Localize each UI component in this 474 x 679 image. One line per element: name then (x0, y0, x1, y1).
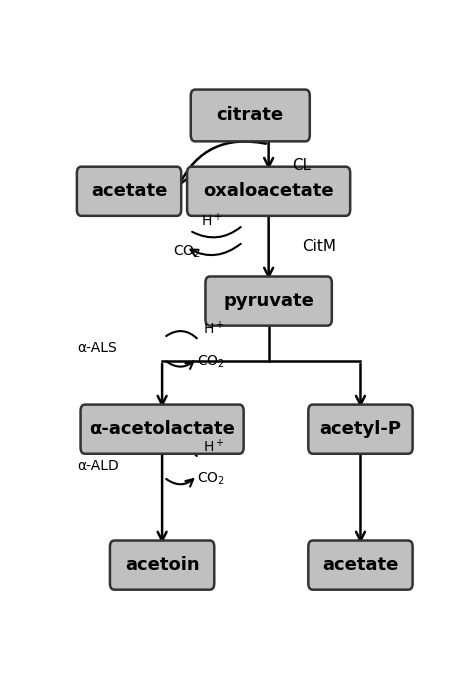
Text: citrate: citrate (217, 107, 284, 124)
Text: acetoin: acetoin (125, 556, 200, 574)
FancyArrowPatch shape (166, 449, 197, 456)
FancyBboxPatch shape (187, 167, 350, 216)
FancyArrowPatch shape (192, 227, 241, 238)
FancyBboxPatch shape (205, 276, 332, 326)
Text: α-ALD: α-ALD (78, 459, 119, 473)
Text: H$^+$: H$^+$ (202, 438, 224, 456)
Text: H$^+$: H$^+$ (202, 320, 224, 337)
Text: CL: CL (292, 158, 311, 172)
Text: α-acetolactate: α-acetolactate (89, 420, 235, 438)
FancyArrowPatch shape (191, 244, 241, 256)
FancyArrowPatch shape (166, 479, 193, 487)
Text: CO$_2$: CO$_2$ (197, 471, 225, 488)
Text: α-ALS: α-ALS (78, 341, 118, 355)
Text: H$^+$: H$^+$ (201, 212, 222, 229)
Text: oxaloacetate: oxaloacetate (203, 182, 334, 200)
Text: acetate: acetate (322, 556, 399, 574)
Text: acetyl-P: acetyl-P (319, 420, 401, 438)
Text: pyruvate: pyruvate (223, 292, 314, 310)
Text: acetate: acetate (91, 182, 167, 200)
FancyBboxPatch shape (308, 405, 413, 454)
FancyArrowPatch shape (166, 361, 193, 369)
FancyBboxPatch shape (191, 90, 310, 141)
FancyArrowPatch shape (166, 331, 197, 338)
FancyBboxPatch shape (110, 540, 214, 589)
Text: CO$_2$: CO$_2$ (173, 244, 201, 260)
FancyBboxPatch shape (308, 540, 413, 589)
FancyBboxPatch shape (81, 405, 244, 454)
FancyArrowPatch shape (179, 141, 266, 185)
Text: CitM: CitM (301, 239, 336, 254)
Text: CO$_2$: CO$_2$ (197, 353, 225, 370)
FancyBboxPatch shape (77, 167, 181, 216)
